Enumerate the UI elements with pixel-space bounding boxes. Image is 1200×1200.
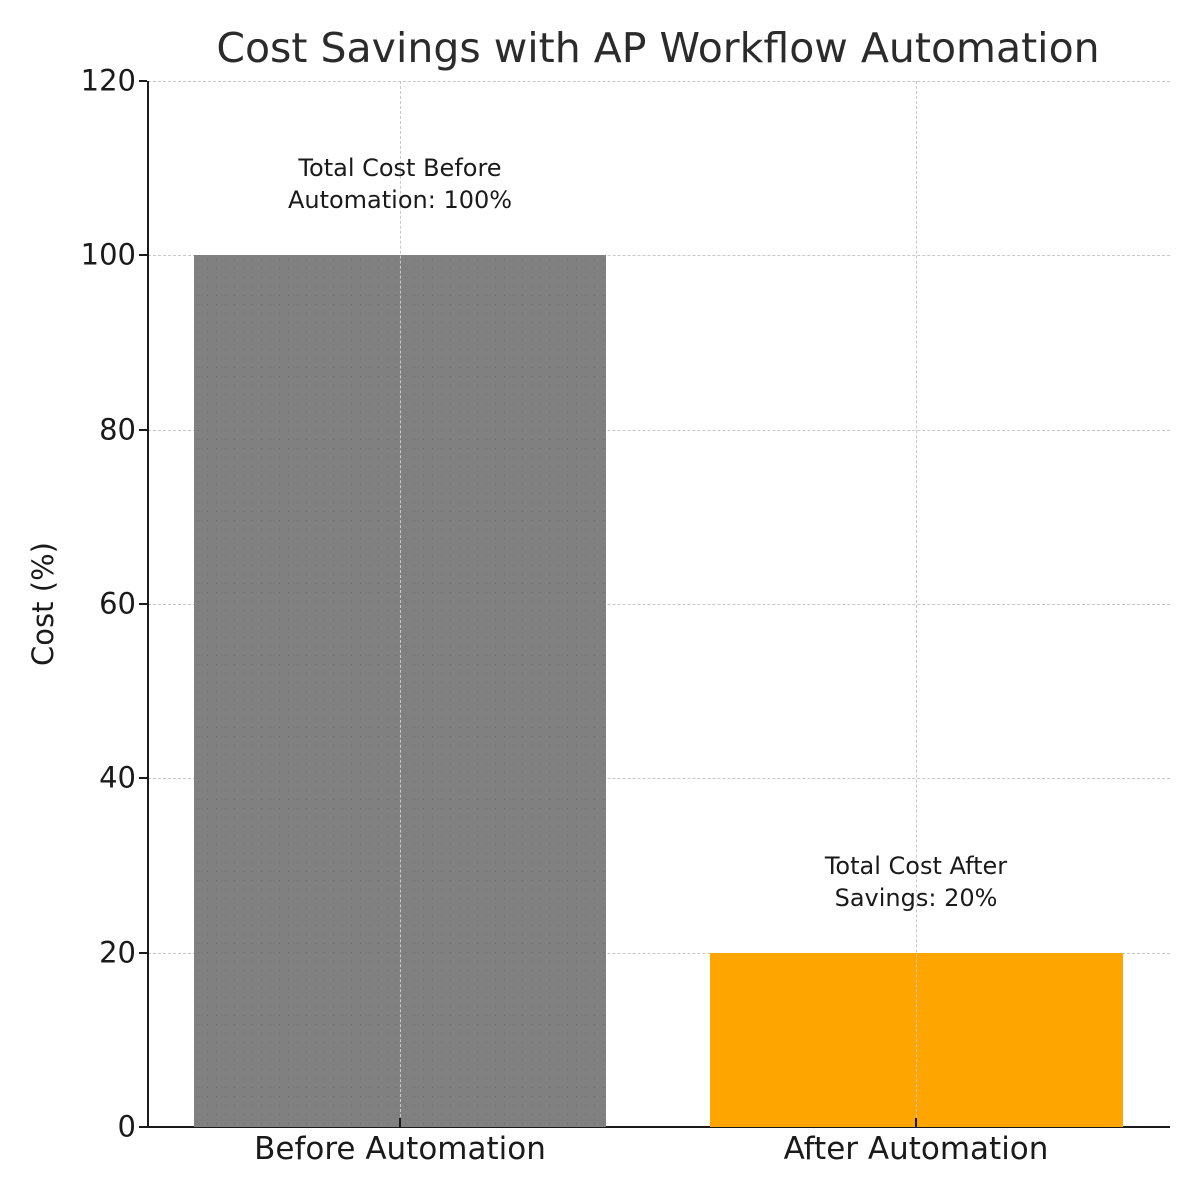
annotation-line: Total Cost Before <box>298 154 502 182</box>
gridline-x-before <box>400 81 401 1127</box>
chart-title: Cost Savings with AP Workflow Automation <box>216 24 1100 72</box>
gridline-100 <box>148 255 1170 256</box>
x-tick-label-before: Before Automation <box>254 1131 546 1167</box>
y-tick-label: 0 <box>117 1109 136 1144</box>
y-tick-mark <box>139 429 147 431</box>
x-tick-mark <box>915 1118 917 1127</box>
gridline-20 <box>148 953 1170 954</box>
y-tick-label: 120 <box>80 63 136 98</box>
y-tick-mark <box>139 603 147 605</box>
y-tick-mark <box>139 80 147 82</box>
y-tick-label: 60 <box>99 586 136 621</box>
annotation-before: Total Cost Before Automation: 100% <box>288 152 512 216</box>
y-tick-label: 40 <box>99 760 136 795</box>
y-tick-mark <box>139 1126 147 1128</box>
gridline-40 <box>148 778 1170 779</box>
y-tick-label: 80 <box>99 412 136 447</box>
gridline-x-after <box>916 81 917 1127</box>
annotation-line: Savings: 20% <box>834 884 998 912</box>
gridline-60 <box>148 604 1170 605</box>
x-axis-line <box>147 1126 1170 1128</box>
y-axis-title: Cost (%) <box>26 542 60 666</box>
y-axis-line <box>147 81 149 1127</box>
annotation-line: Total Cost After <box>824 852 1008 880</box>
y-tick-mark <box>139 952 147 954</box>
annotation-line: Automation: 100% <box>287 186 513 214</box>
plot-area: 0 20 40 60 80 100 120 Before Automation … <box>81 63 1170 1167</box>
y-tick-label: 20 <box>99 935 136 970</box>
x-tick-mark <box>399 1118 401 1127</box>
y-tick-mark <box>139 777 147 779</box>
y-tick-mark <box>139 254 147 256</box>
annotation-after: Total Cost After Savings: 20% <box>825 850 1007 914</box>
x-tick-label-after: After Automation <box>783 1131 1049 1167</box>
y-tick-label: 100 <box>80 237 136 272</box>
gridline-120 <box>148 81 1170 82</box>
gridline-80 <box>148 430 1170 431</box>
